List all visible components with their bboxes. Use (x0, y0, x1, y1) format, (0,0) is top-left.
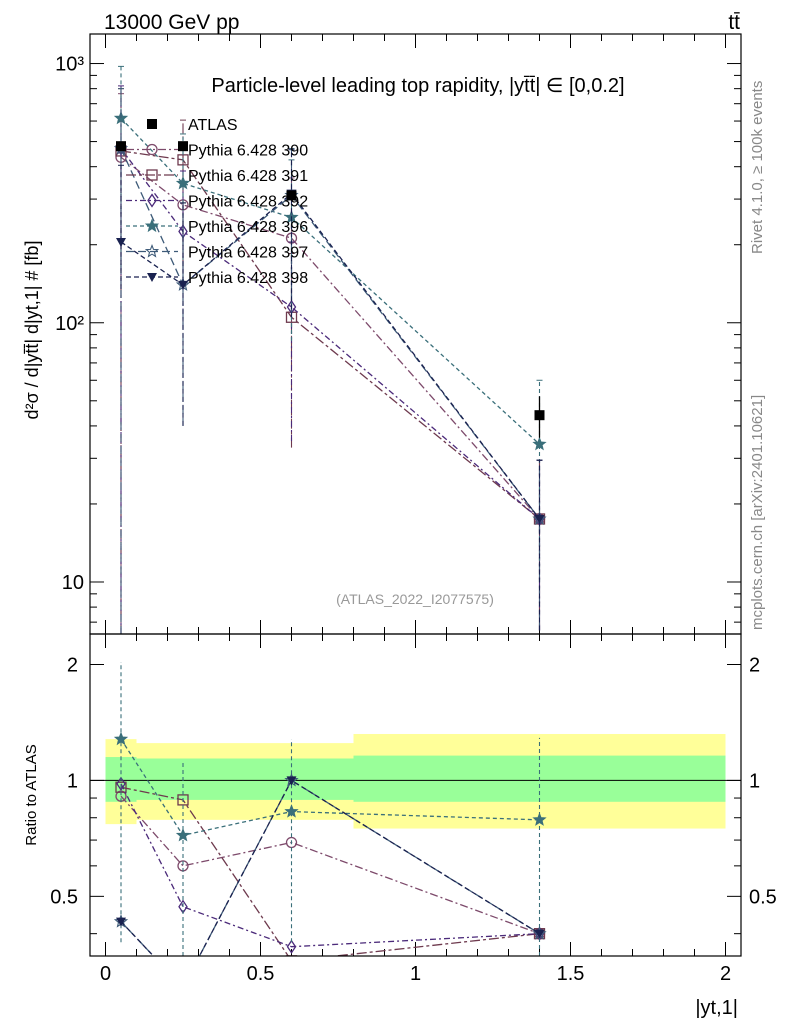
series-pythia-6-428-391 (115, 88, 546, 634)
y-tick-label: 0.5 (50, 886, 78, 908)
ratio-panel: 0 0.5 1 1.5 2 0.5 0.5 1 1 2 2 Ratio to ATLAS |yt,1… (23, 633, 777, 1019)
x-tick-label: 2 (720, 963, 731, 985)
y-tick-label: 2 (67, 654, 78, 676)
ratio-line (120, 786, 540, 956)
ratio-point (532, 812, 547, 826)
energy-label: 13000 GeV pp (104, 11, 239, 34)
mcplots-label: mcplots.cern.ch [arXiv:2401.10621] (749, 395, 766, 630)
ratio-point (178, 983, 188, 992)
data-point (178, 141, 188, 152)
y-tick-label: 10³ (55, 54, 84, 76)
y-tick-label: 2 (749, 654, 760, 676)
y-tick-label: 0.5 (749, 886, 777, 908)
series-pythia-6-428-392 (116, 85, 545, 634)
x-tick-label: 0 (100, 963, 111, 985)
ratio-series-group (113, 662, 547, 993)
series-pythia-6-428-390 (115, 93, 546, 634)
legend-label: Pythia 6.428 391 (188, 168, 308, 185)
ratio-line (120, 795, 540, 935)
y-tick-label: 10 (62, 572, 84, 594)
ratio-point (284, 804, 299, 818)
legend-marker (144, 218, 160, 233)
ratio-point (286, 776, 297, 786)
ratio-point (175, 827, 191, 842)
legend-label: Pythia 6.428 397 (188, 245, 308, 262)
x-tick-label: 1.5 (557, 963, 585, 985)
legend-label: Pythia 6.428 398 (188, 270, 308, 287)
series-line (120, 117, 540, 445)
legend-marker (146, 169, 158, 181)
x-tick-label: 1 (410, 963, 421, 985)
ratio-line (120, 779, 540, 956)
series-pythia-6-428-398 (116, 149, 545, 631)
ratio-point (113, 731, 129, 746)
watermark: (ATLAS_2022_I2077575) (336, 591, 494, 607)
y-tick-label: 1 (749, 770, 760, 792)
legend-label: Pythia 6.428 390 (188, 143, 308, 160)
series-line (120, 150, 540, 520)
series-line (120, 148, 540, 520)
ratio-point (285, 955, 298, 956)
data-point (286, 190, 297, 201)
xlabel: |yt,1| (695, 997, 738, 1019)
data-point (116, 141, 126, 152)
legend-marker (147, 119, 157, 129)
ratio-frame (89, 633, 742, 957)
ratio-series-pythia-6-428-398 (116, 776, 545, 992)
legend-label: ATLAS (188, 117, 238, 134)
legend-marker (146, 143, 158, 156)
legend-marker (147, 273, 157, 282)
series-line (120, 148, 541, 520)
data-point (175, 175, 191, 190)
legend: ATLAS Pythia 6.428 390 Pythia 6.428 391 Pyt… (126, 117, 308, 287)
series-pythia-6-428-397 (113, 88, 547, 634)
ratio-ylabel: Ratio to ATLAS (23, 744, 40, 845)
data-point (532, 436, 547, 451)
legend-marker (144, 243, 160, 258)
series-line (120, 156, 540, 520)
legend-label: Pythia 6.428 396 (188, 219, 308, 236)
series-atlas (116, 141, 545, 438)
ratio-point (534, 929, 545, 939)
ratio-line (120, 738, 540, 837)
legend-marker (147, 193, 157, 208)
data-point (534, 410, 545, 421)
ratio-point (177, 982, 188, 993)
y-tick-label: 1 (67, 770, 78, 792)
plot-title: Particle-level leading top rapidity, |yt… (211, 75, 624, 97)
main-panel: 10 10² 10³ Particle-level leading top rapi… (22, 33, 742, 635)
y-tick-label: 10² (55, 313, 84, 335)
legend-label: Pythia 6.428 392 (188, 194, 308, 211)
ratio-point (116, 776, 126, 791)
ratio-point (116, 917, 126, 927)
ratio-point (286, 939, 297, 954)
main-ylabel: d²σ / d|yt̄t̄| d|yt,1| # [fb] (22, 241, 42, 420)
process-label: tt̄ (728, 11, 740, 34)
data-point (116, 237, 126, 247)
data-point (534, 514, 545, 524)
x-tick-label: 0.5 (247, 963, 275, 985)
rivet-label: Rivet 4.1.0, ≥ 100k events (749, 81, 766, 254)
data-point (178, 280, 188, 290)
series-line (120, 192, 541, 520)
